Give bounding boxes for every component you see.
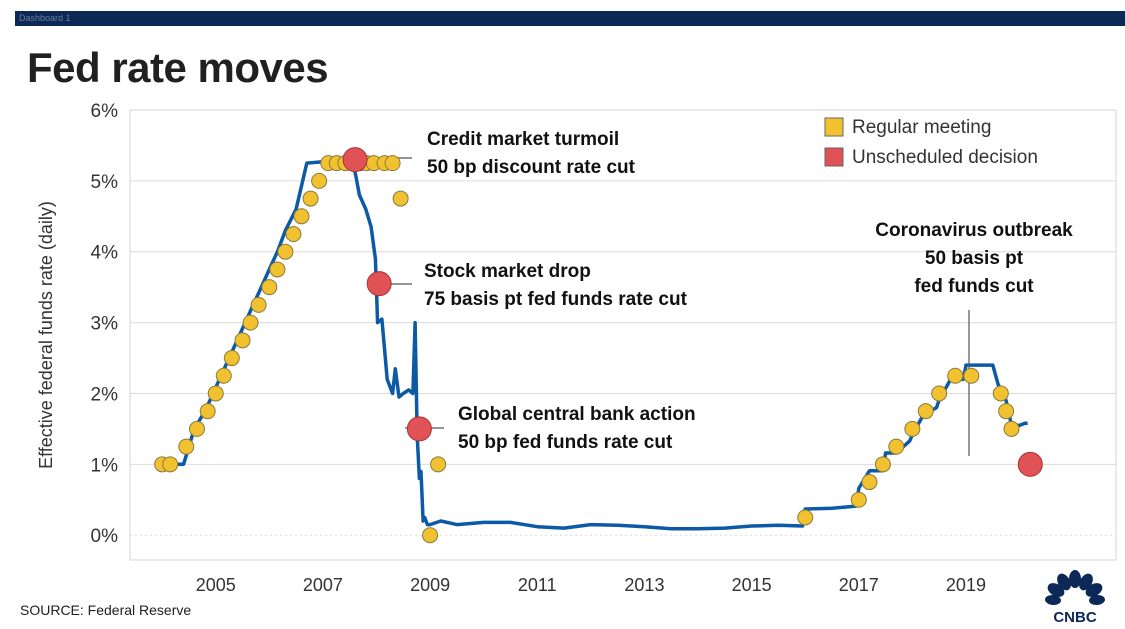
legend-swatch [824, 117, 844, 137]
annotations: Credit market turmoil 50 bp discount rate… [424, 129, 1073, 453]
regular-meeting-marker [285, 226, 302, 243]
x-axis: 2005 2007 2009 2011 2013 2015 2017 2019 [196, 575, 986, 595]
regular-meeting-marker [234, 332, 251, 349]
regular-meeting-marker [199, 403, 216, 420]
logo-text: CNBC [1053, 609, 1096, 625]
x-tick-label: 2009 [410, 575, 450, 595]
y-tick-label: 6% [91, 101, 119, 122]
x-tick-label: 2017 [839, 575, 879, 595]
regular-meeting-marker [392, 190, 409, 207]
annotation-text: 50 bp discount rate cut [427, 157, 636, 178]
regular-meeting-marker [874, 456, 891, 473]
regular-meeting-marker [1003, 420, 1020, 437]
regular-meeting-marker [269, 261, 286, 278]
regular-meeting-marker [277, 243, 294, 260]
unscheduled-decision-marker [1017, 451, 1043, 477]
regular-meeting-marker [384, 155, 401, 172]
page-title: Fed rate moves [27, 44, 329, 91]
y-axis-label: Effective federal funds rate (daily) [36, 201, 56, 469]
regular-meeting-marker [947, 367, 964, 384]
regular-meeting-marker [963, 367, 980, 384]
y-tick-label: 0% [91, 526, 119, 547]
x-tick-label: 2007 [303, 575, 343, 595]
regular-meeting-marker [931, 385, 948, 402]
unscheduled-decision-marker [406, 416, 432, 442]
plot-frame [129, 109, 1117, 561]
annotation-text: Credit market turmoil [427, 129, 619, 150]
header-bar: Dashboard 1 [15, 11, 1125, 26]
y-tick-label: 4% [91, 243, 119, 264]
x-tick-label: 2019 [946, 575, 986, 595]
regular-meeting-marker [888, 438, 905, 455]
dashboard-tab-label: Dashboard 1 [19, 13, 71, 23]
x-tick-label: 2015 [732, 575, 772, 595]
y-tick-label: 3% [91, 314, 119, 335]
annotation-text: Stock market drop [424, 261, 591, 282]
x-tick-label: 2011 [518, 575, 557, 595]
regular-meeting-marker [293, 208, 310, 225]
regular-meeting-marker [207, 385, 224, 402]
legend-label: Regular meeting [852, 117, 991, 138]
regular-meeting-marker [242, 314, 259, 331]
legend: Regular meeting Unscheduled decision [824, 117, 1038, 168]
annotation-text: 50 bp fed funds rate cut [458, 432, 673, 453]
regular-meeting-marker [162, 456, 179, 473]
rate-series [162, 157, 1028, 531]
legend-swatch [824, 147, 844, 167]
unscheduled-decision-marker [342, 147, 368, 173]
annotation-text: Global central bank action [458, 404, 696, 425]
annotation-text: fed funds cut [914, 276, 1034, 297]
regular-meeting-marker [430, 456, 447, 473]
regular-meeting-marker [223, 350, 240, 367]
y-axis: 0% 1% 2% 3% 4% 5% 6% [91, 101, 119, 547]
regular-meeting-marker [904, 420, 921, 437]
regular-meeting-marker [302, 190, 319, 207]
peacock-icon [1045, 570, 1105, 606]
annotation-text: 50 basis pt [925, 248, 1024, 269]
y-tick-label: 1% [91, 455, 119, 476]
regular-meeting-marker [188, 420, 205, 437]
regular-meeting-marker [422, 527, 439, 544]
regular-meeting-marker [861, 474, 878, 491]
regular-meeting-marker [250, 296, 267, 313]
regular-meeting-marker [178, 438, 195, 455]
regular-meeting-marker [215, 367, 232, 384]
regular-meeting-marker [998, 403, 1015, 420]
regular-meeting-marker [850, 491, 867, 508]
legend-label: Unscheduled decision [852, 147, 1038, 168]
cnbc-logo: CNBC [1045, 570, 1105, 625]
regular-meeting-marker [261, 279, 278, 296]
regular-meeting-marker [992, 385, 1009, 402]
annotation-text: Coronavirus outbreak [875, 220, 1073, 241]
unscheduled-decision-markers [342, 147, 1043, 477]
annotation-text: 75 basis pt fed funds rate cut [424, 289, 688, 310]
source-note: SOURCE: Federal Reserve [20, 602, 192, 618]
regular-meeting-marker [917, 403, 934, 420]
regular-meeting-markers [154, 155, 1020, 544]
regular-meeting-marker [311, 172, 328, 189]
rate-line [162, 157, 1028, 531]
regular-meeting-marker [797, 509, 814, 526]
x-tick-label: 2013 [624, 575, 664, 595]
x-tick-label: 2005 [196, 575, 236, 595]
y-tick-label: 5% [91, 172, 119, 193]
unscheduled-decision-marker [366, 271, 392, 297]
y-tick-label: 2% [91, 384, 119, 405]
